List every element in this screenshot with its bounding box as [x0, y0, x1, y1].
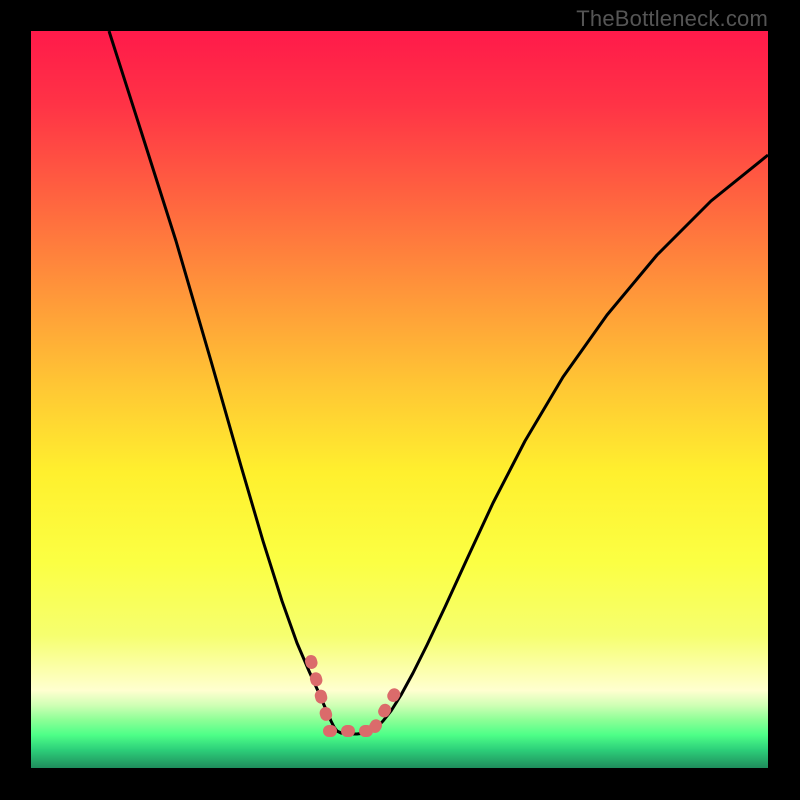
outer-frame: TheBottleneck.com — [0, 0, 800, 800]
watermark-text: TheBottleneck.com — [576, 6, 768, 32]
curve-layer — [31, 31, 768, 768]
plot-area — [31, 31, 768, 768]
bottleneck-curve — [109, 31, 768, 734]
